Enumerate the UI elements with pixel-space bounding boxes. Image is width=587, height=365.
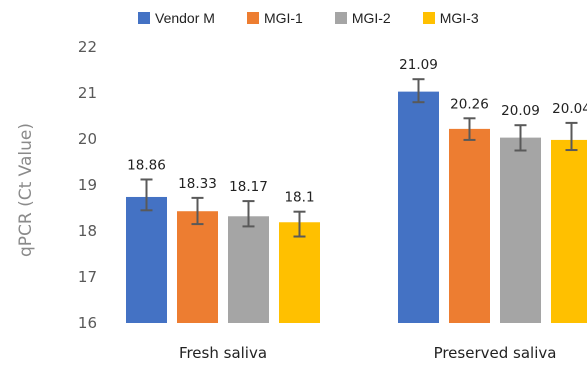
legend-item-vendor-m: Vendor M <box>138 10 215 26</box>
y-tick-label: 17 <box>78 268 97 286</box>
y-tick-label: 20 <box>78 130 97 148</box>
x-category-label: Fresh saliva <box>179 344 267 362</box>
data-label: 18.86 <box>127 157 166 173</box>
bar-vendor-m-0 <box>126 196 167 323</box>
y-tick-label: 18 <box>78 222 97 240</box>
bar-mgi-1-1 <box>449 128 490 323</box>
data-label: 20.26 <box>450 96 489 112</box>
legend-label: MGI-3 <box>439 10 479 26</box>
data-label: 18.33 <box>178 176 217 192</box>
legend-label: MGI-1 <box>263 10 303 26</box>
y-axis-label: qPCR (Ct Value) <box>16 123 36 257</box>
y-tick-label: 19 <box>78 176 97 194</box>
legend-swatch <box>334 12 347 24</box>
data-label: 18.1 <box>284 190 314 206</box>
bar-mgi-3-0 <box>279 222 320 323</box>
legend-item-mgi-3: MGI-3 <box>422 10 479 26</box>
y-tick-label: 16 <box>78 314 97 332</box>
legend-item-mgi-2: MGI-2 <box>334 10 391 26</box>
bar-mgi-2-0 <box>228 216 269 323</box>
x-category-label: Preserved saliva <box>434 344 557 362</box>
data-label: 20.04 <box>552 101 587 117</box>
data-label: 18.17 <box>229 179 268 195</box>
legend-label: Vendor M <box>155 10 215 26</box>
bar-mgi-2-1 <box>500 137 541 323</box>
data-label: 21.09 <box>399 57 438 73</box>
legend-label: MGI-2 <box>351 10 391 26</box>
legend: Vendor M MGI-1 MGI-2 MGI-3 <box>138 10 511 26</box>
data-label: 20.09 <box>501 103 540 119</box>
y-tick-label: 22 <box>78 38 97 56</box>
legend-swatch <box>138 12 150 24</box>
bar-mgi-1-0 <box>177 211 218 323</box>
legend-swatch <box>422 12 435 24</box>
legend-swatch <box>246 12 259 24</box>
y-tick-label: 21 <box>78 84 97 102</box>
bar-vendor-m-1 <box>398 91 439 324</box>
legend-item-mgi-1: MGI-1 <box>246 10 303 26</box>
bar-mgi-3-1 <box>551 139 587 323</box>
